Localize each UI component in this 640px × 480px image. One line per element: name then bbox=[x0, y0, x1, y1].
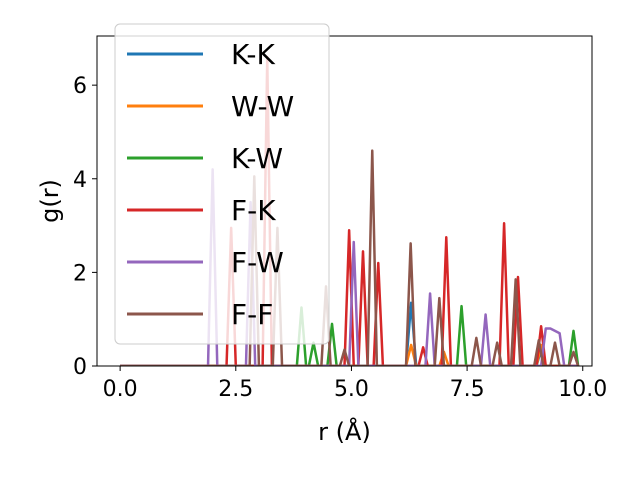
legend-box bbox=[114, 23, 330, 345]
x-axis-label: r (Å) bbox=[318, 417, 371, 446]
axes-frame bbox=[96, 35, 593, 367]
y-axis-label: g(r) bbox=[36, 179, 64, 223]
y-tick-label: 0 bbox=[73, 355, 87, 380]
legend-label: K-K bbox=[231, 38, 276, 71]
legend-item-k-k: K-K bbox=[127, 38, 276, 71]
legend-label: F-K bbox=[231, 194, 276, 227]
y-tick-label: 4 bbox=[73, 168, 87, 193]
x-tick-label: 0.0 bbox=[103, 377, 138, 402]
x-tick-label: 5.0 bbox=[334, 377, 369, 402]
ticks-layer: 0.0 2.5 5.0 7.5 10.0 0 2 4 6 bbox=[73, 74, 607, 402]
x-tick-label: 7.5 bbox=[450, 377, 485, 402]
legend-label: F-F bbox=[231, 298, 273, 331]
legend-label: F-W bbox=[231, 246, 284, 279]
legend-item-f-f: F-F bbox=[127, 298, 273, 331]
x-tick-label: 2.5 bbox=[218, 377, 253, 402]
legend-label: K-W bbox=[231, 142, 283, 175]
legend-item-k-w: K-W bbox=[127, 142, 283, 175]
y-tick-label: 6 bbox=[73, 74, 87, 99]
legend-item-f-w: F-W bbox=[127, 246, 284, 279]
legend-item-w-w: W-W bbox=[127, 90, 294, 123]
x-tick-label: 10.0 bbox=[558, 377, 607, 402]
series-line-f-f bbox=[120, 149, 580, 366]
legend: K-K W-W K-W F-K F-W F-F bbox=[114, 23, 330, 345]
y-tick-label: 2 bbox=[73, 261, 87, 286]
legend-item-f-k: F-K bbox=[127, 194, 276, 227]
legend-label: W-W bbox=[231, 90, 294, 123]
series-line-f-w bbox=[120, 168, 579, 366]
